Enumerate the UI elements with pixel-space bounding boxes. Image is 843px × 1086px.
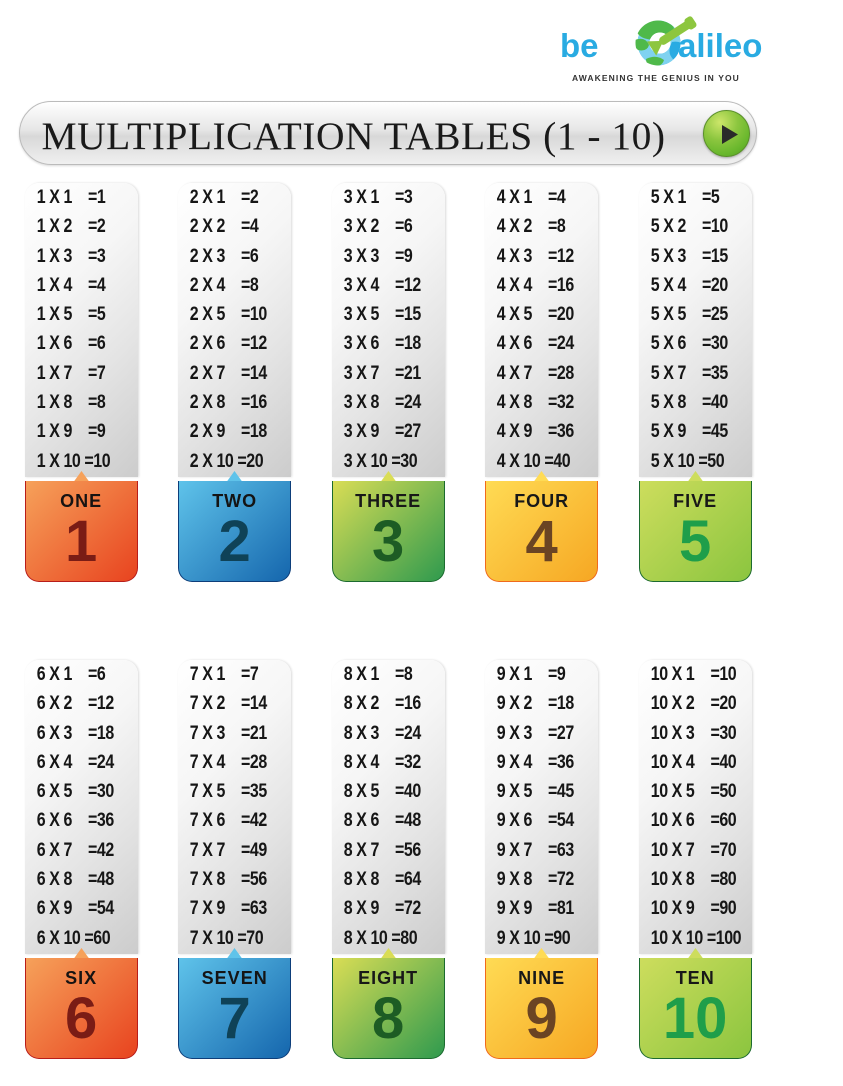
svg-text:AWAKENING THE GENIUS IN YOU: AWAKENING THE GENIUS IN YOU — [572, 73, 740, 83]
svg-text:be: be — [560, 27, 599, 64]
svg-text:alileo: alileo — [678, 27, 762, 64]
